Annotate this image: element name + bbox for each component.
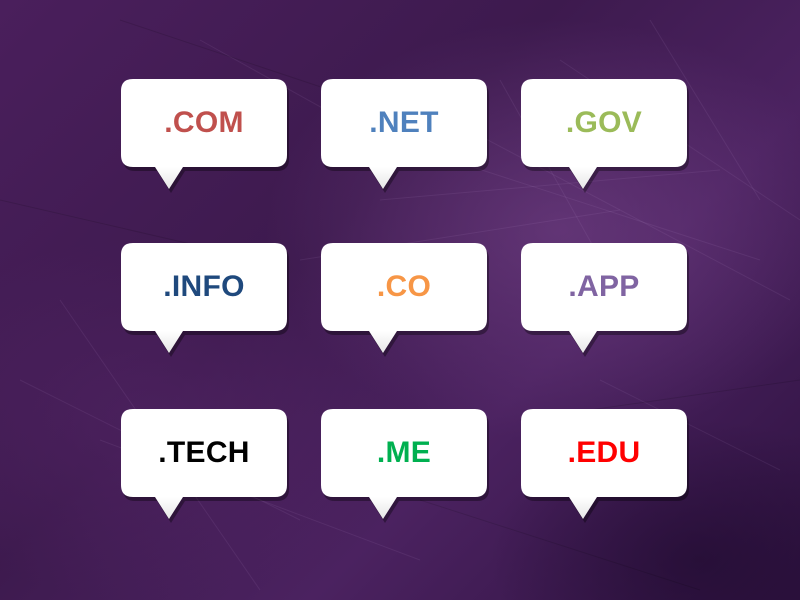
- domain-label-me: .ME: [376, 436, 432, 469]
- bubble-gov: .GOV: [521, 79, 689, 193]
- speech-bubble-shape: [521, 243, 689, 357]
- bubble-me: .ME: [321, 409, 489, 523]
- bubble-com: .COM: [121, 79, 289, 193]
- domain-label-net: .NET: [369, 106, 439, 139]
- speech-bubble-shape: [321, 79, 489, 193]
- speech-bubble-shape: [521, 409, 689, 523]
- bubble-co: .CO: [321, 243, 489, 357]
- domain-label-com: .COM: [164, 106, 244, 139]
- domain-label-edu: .EDU: [567, 436, 641, 469]
- speech-bubble-shape: [121, 243, 289, 357]
- speech-bubble-shape: [521, 79, 689, 193]
- bubble-net: .NET: [321, 79, 489, 193]
- domain-label-co: .CO: [376, 270, 432, 303]
- bubble-edu: .EDU: [521, 409, 689, 523]
- speech-bubble-shape: [321, 409, 489, 523]
- domain-label-info: .INFO: [163, 270, 245, 303]
- speech-bubble-shape: [121, 79, 289, 193]
- bubble-tech: .TECH: [121, 409, 289, 523]
- bubble-info: .INFO: [121, 243, 289, 357]
- domain-label-tech: .TECH: [158, 436, 250, 469]
- domain-label-gov: .GOV: [565, 106, 643, 139]
- speech-bubble-shape: [121, 409, 289, 523]
- speech-bubble-shape: [321, 243, 489, 357]
- bubble-app: .APP: [521, 243, 689, 357]
- domain-label-app: .APP: [568, 270, 640, 303]
